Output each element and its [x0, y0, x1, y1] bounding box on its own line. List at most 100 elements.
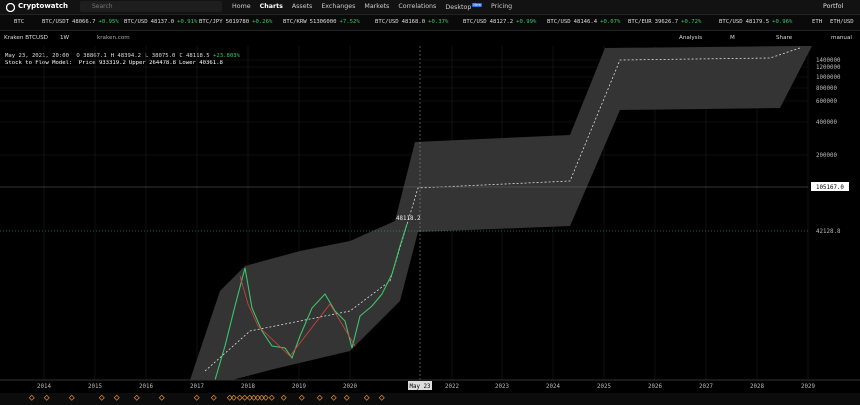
market[interactable]: Kraken BTCUSD: [4, 35, 48, 41]
source[interactable]: kraken.com: [97, 35, 130, 41]
nav: Home Charts Assets Exchanges Markets Correlat…: [232, 3, 512, 11]
nav-item[interactable]: Exchanges: [321, 3, 356, 10]
event-marker[interactable]: [363, 394, 370, 401]
ticker-item[interactable]: BTC/USD 48179.5 +0.96%: [719, 19, 795, 25]
cursor-label: May 23: [410, 384, 431, 390]
event-marker[interactable]: [210, 394, 217, 401]
event-markers: [28, 394, 385, 401]
share-button[interactable]: Share: [776, 35, 793, 41]
event-marker[interactable]: [262, 394, 269, 401]
nav-item[interactable]: Pricing: [490, 3, 513, 10]
event-marker[interactable]: [133, 394, 140, 401]
x-axis-label: 2014: [37, 384, 51, 390]
ticker-change: +0.95%: [98, 19, 119, 25]
ticker-item[interactable]: BTC/JPY 5019780 +0.26%: [199, 19, 275, 25]
y-axis-label: 1000000: [816, 75, 841, 81]
indicator-values: Price 933319.2 Upper 264478.8 Lower 40361.…: [76, 60, 223, 66]
indicator-name: Stock to Flow Model:: [5, 60, 73, 66]
top-bar: Cryptowatch Search Home Charts Assets Excha…: [0, 0, 860, 15]
nav-badge: New: [472, 3, 482, 7]
ticker-item[interactable]: BTC/USD 48137.0 +0.91%: [124, 19, 200, 25]
interval[interactable]: 1W: [60, 35, 70, 41]
ticker-price: 51306000: [309, 19, 337, 25]
ticker-pair: BTC/USD: [547, 19, 571, 25]
ticker-tail[interactable]: ETH/USD: [830, 19, 854, 25]
event-marker[interactable]: [98, 394, 105, 401]
event-marker[interactable]: [236, 394, 243, 401]
price-line-down: [239, 275, 356, 357]
event-marker[interactable]: [113, 394, 120, 401]
event-marker[interactable]: [330, 394, 337, 401]
event-marker[interactable]: [268, 394, 275, 401]
y-axis-label: 600000: [816, 99, 837, 105]
ticker-item[interactable]: BTC/USDT 48066.7 +0.95%: [42, 19, 122, 25]
scale-button[interactable]: manual: [831, 35, 852, 41]
account[interactable]: Portfol: [823, 3, 844, 10]
event-marker[interactable]: [343, 394, 350, 401]
event-marker[interactable]: [378, 394, 385, 401]
indicator-value: Lower 40361.8: [179, 60, 223, 66]
search-box[interactable]: Search: [80, 1, 222, 12]
event-marker[interactable]: [250, 394, 257, 401]
ticker-item[interactable]: BTC/KRW 51306000 +7.52%: [283, 19, 363, 25]
event-marker[interactable]: [246, 394, 253, 401]
ticker-pair: BTC/JPY: [199, 19, 223, 25]
x-axis-label: 2027: [699, 384, 713, 390]
indicator-value: Price 933319.2: [78, 60, 126, 66]
ticker-tail[interactable]: ETH: [812, 19, 823, 25]
ticker-item[interactable]: BTC/USD 48168.0 +0.37%: [375, 19, 451, 25]
x-axis-label: 2024: [546, 384, 560, 390]
info-date: May 23, 2021, 20:00: [5, 53, 69, 59]
event-marker[interactable]: [258, 394, 265, 401]
ticker-change: +0.72%: [681, 19, 702, 25]
ticker-price: 39626.7: [654, 19, 679, 25]
x-axis-label: 2028: [750, 384, 764, 390]
mode-button[interactable]: M: [730, 35, 735, 41]
event-marker[interactable]: [158, 394, 165, 401]
event-marker[interactable]: [230, 394, 237, 401]
event-marker[interactable]: [28, 394, 35, 401]
ticker-lead[interactable]: BTC: [14, 19, 25, 25]
event-marker[interactable]: [316, 394, 323, 401]
ticker-price: 48179.5: [745, 19, 770, 25]
nav-item[interactable]: Assets: [291, 3, 313, 10]
ohlc-value: L 38075.0: [145, 53, 176, 59]
nav-item[interactable]: Desktop New: [445, 3, 482, 12]
ticker-pair: BTC/USDT: [42, 19, 69, 25]
x-axis-label: 2015: [88, 384, 102, 390]
ticker-price: 48127.2: [489, 19, 514, 25]
event-marker[interactable]: [254, 394, 261, 401]
ticker-bar: BTC BTC/USDT 48066.7 +0.95% BTC/USD 48137.0 +0…: [0, 15, 860, 31]
event-marker[interactable]: [298, 394, 305, 401]
event-marker[interactable]: [193, 394, 200, 401]
ticker-item[interactable]: BTC/EUR 39626.7 +0.72%: [628, 19, 704, 25]
ohlc-value: H 48394.2: [110, 53, 141, 59]
search-placeholder: Search: [92, 3, 113, 10]
ticker-price: 48137.0: [150, 19, 175, 25]
indicator-value: Upper 264478.8: [128, 60, 177, 66]
x-axis-label: 2022: [445, 384, 459, 390]
nav-item[interactable]: Markets: [364, 3, 390, 10]
event-marker[interactable]: [43, 394, 50, 401]
cursor-box: [408, 381, 432, 390]
ticker-pair: BTC/USD: [375, 19, 399, 25]
ticker-price: 48066.7: [71, 19, 96, 25]
brand[interactable]: Cryptowatch: [18, 2, 68, 10]
nav-item[interactable]: Charts: [259, 3, 283, 10]
event-marker[interactable]: [280, 394, 287, 401]
event-marker[interactable]: [68, 394, 75, 401]
ticker-item[interactable]: BTC/USD 48127.2 +0.99%: [463, 19, 539, 25]
lower-price: 42128.8: [816, 229, 841, 235]
event-marker[interactable]: [241, 394, 248, 401]
ohlc-value: O 38867.1: [76, 53, 107, 59]
ticker-change: +0.26%: [252, 19, 273, 25]
nav-item[interactable]: Correlations: [398, 3, 437, 10]
nav-item[interactable]: Home: [232, 3, 251, 10]
ticker-pair: BTC/EUR: [628, 19, 652, 25]
x-axis-label: 2026: [648, 384, 662, 390]
event-marker[interactable]: [226, 394, 233, 401]
price-annotation: 48118.2: [396, 216, 420, 222]
ticker-item[interactable]: BTC/USD 48146.4 +0.07%: [547, 19, 623, 25]
analysis-button[interactable]: Analysis: [679, 35, 703, 41]
